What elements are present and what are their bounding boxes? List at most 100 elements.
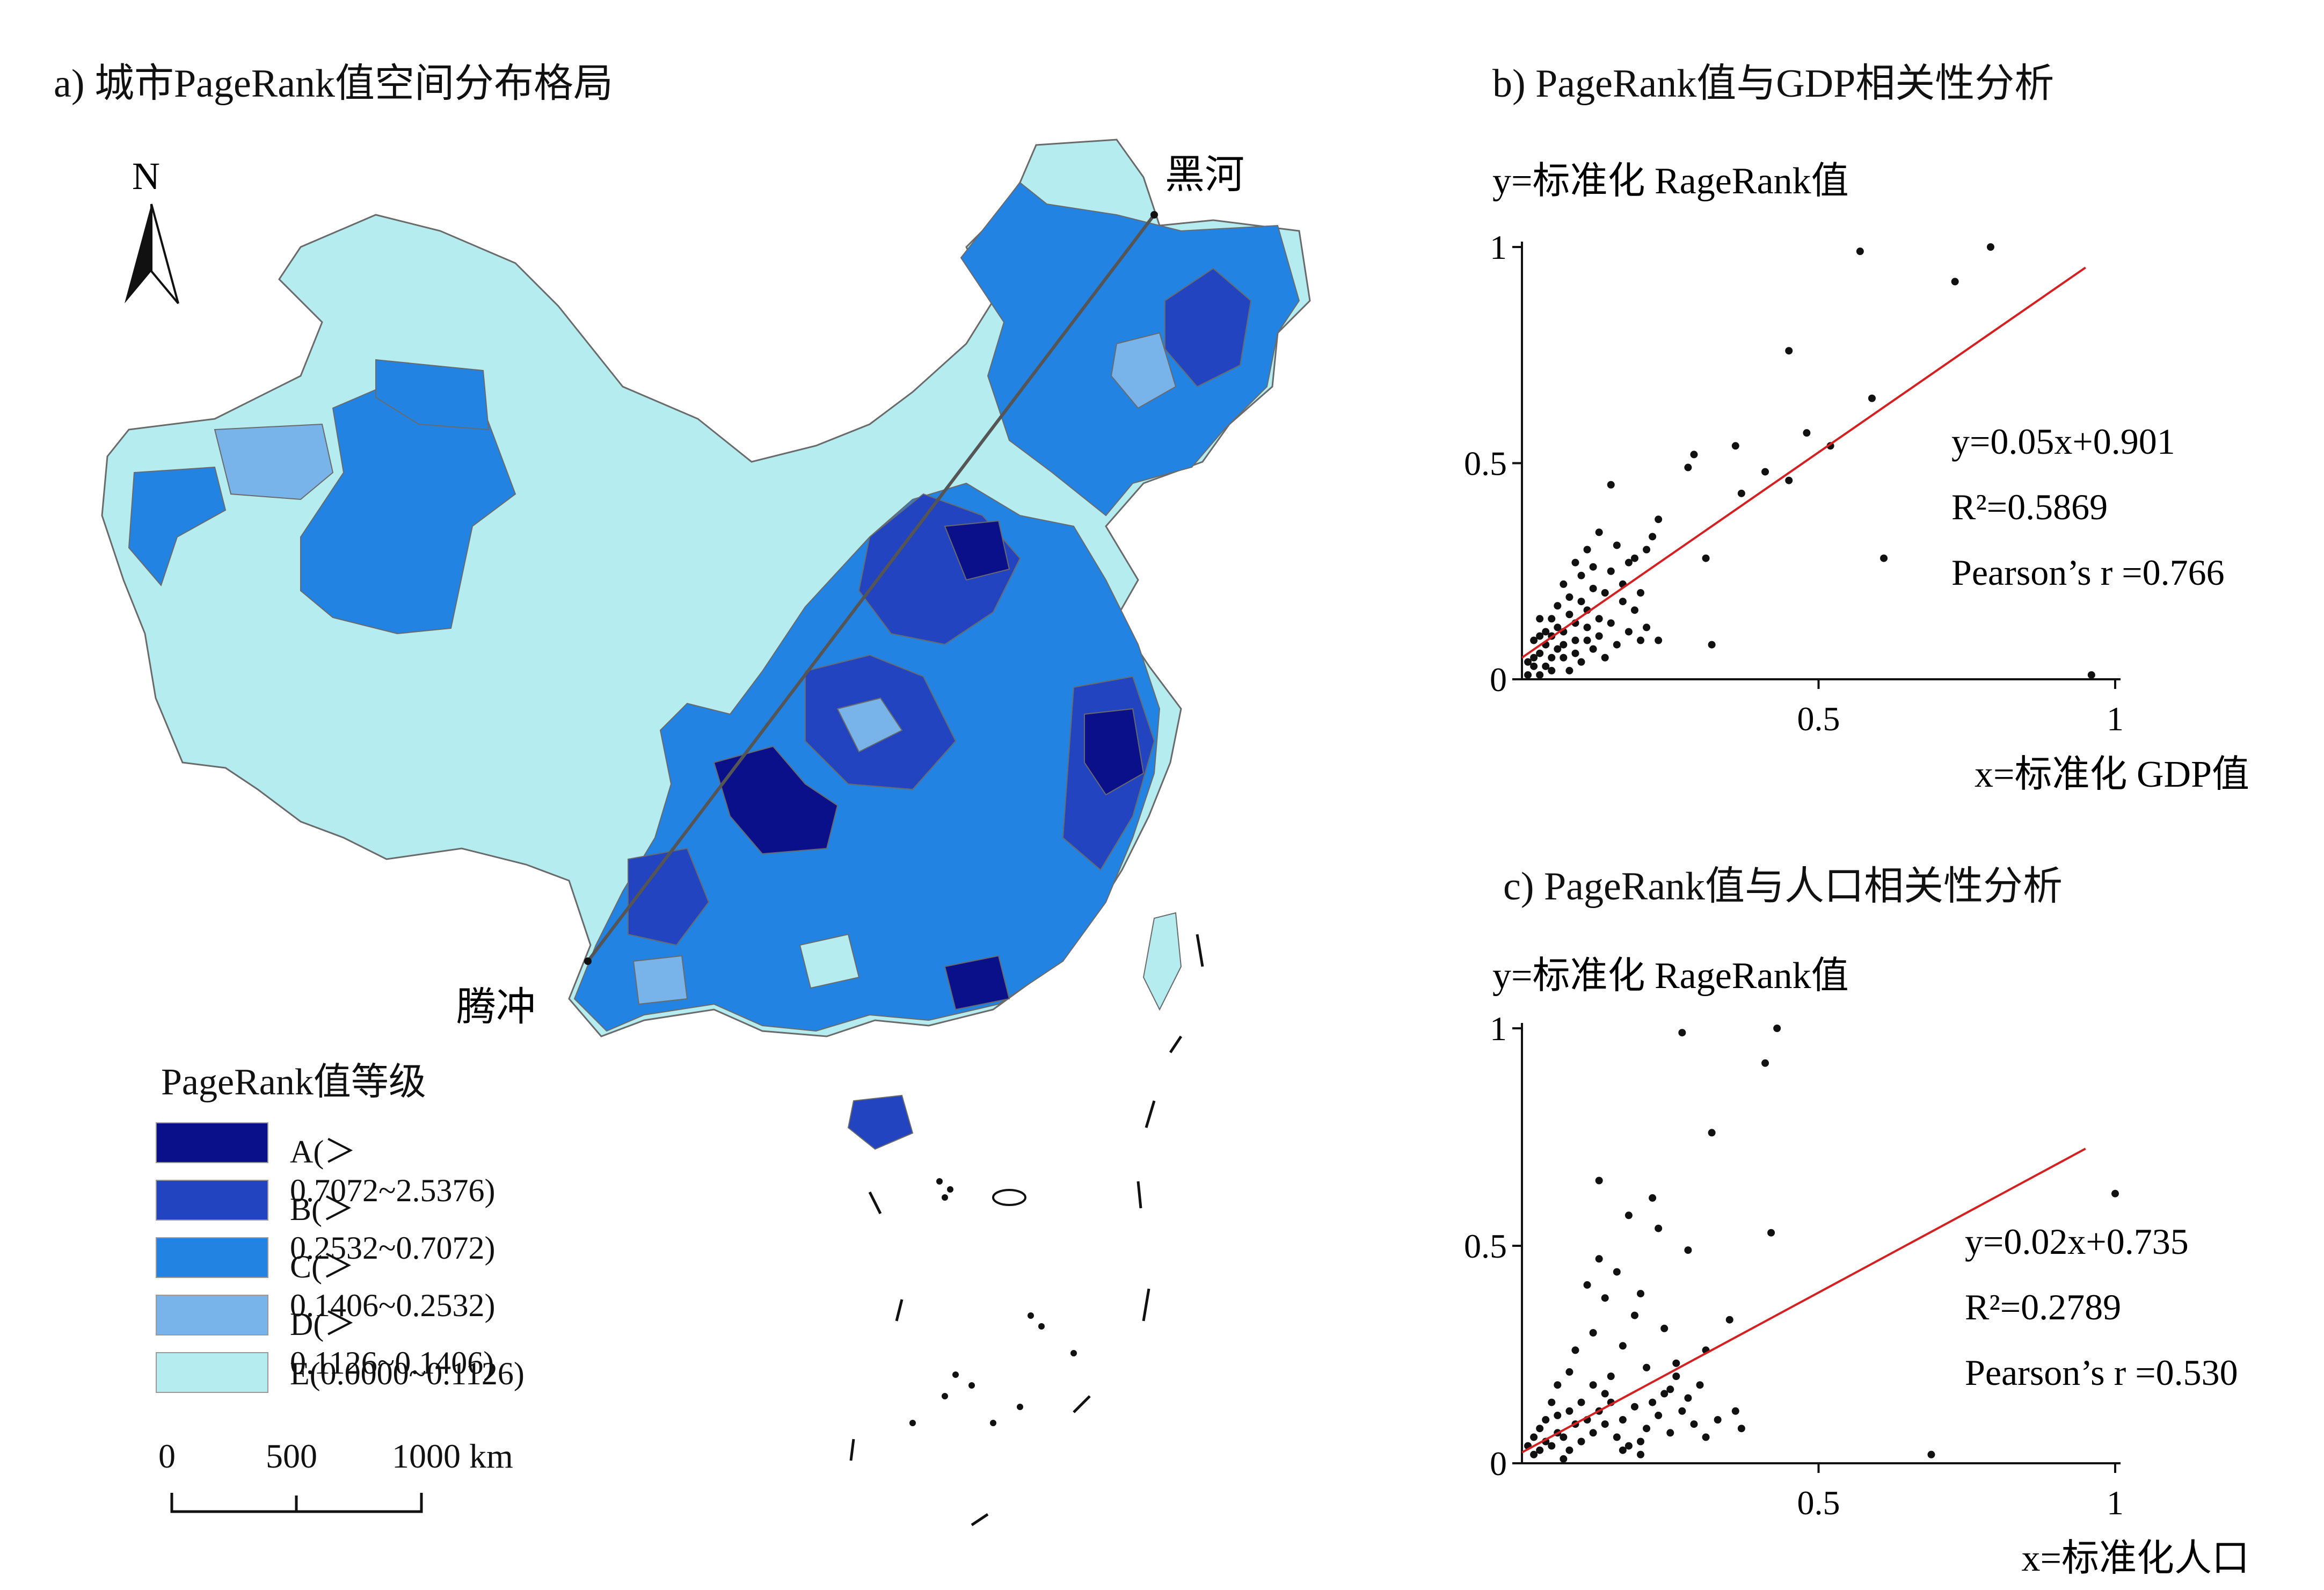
fit-annotation: R²=0.5869: [1951, 487, 2108, 527]
y-tick-label: 0: [1490, 1444, 1507, 1483]
legend-label-d: D(＞0.1126~0.1406): [290, 1306, 494, 1381]
legend-label-c: C(＞0.1406~0.2532): [290, 1249, 496, 1323]
y-axis-label: y=标准化 RageRank值: [1492, 955, 1849, 997]
map-region-d-south: [799, 933, 860, 989]
x-tick-label: 1: [2107, 700, 2124, 738]
scatter-point: [1624, 1442, 1633, 1450]
tengchong-label: 腾冲: [456, 985, 536, 1029]
scatter-point: [1660, 1324, 1669, 1332]
scatter-point: [1560, 580, 1568, 588]
regression-line: [1521, 266, 2086, 659]
scatter-point: [1542, 662, 1550, 670]
south-china-sea-islands: [909, 1178, 1077, 1426]
x-tick-label: 0.5: [1797, 700, 1840, 738]
scatter-point: [1595, 1255, 1603, 1263]
heihe-dot: [1150, 211, 1158, 219]
x-tick-label: 0.5: [1797, 1484, 1840, 1522]
scatter-point: [1607, 619, 1615, 627]
fit-annotation: R²=0.2789: [1965, 1287, 2121, 1327]
map-region-a-yangtze: [1084, 708, 1145, 796]
scatter-point: [1601, 1390, 1609, 1398]
scatter-point: [1613, 541, 1621, 549]
scatter-point: [1554, 602, 1562, 610]
scatter-point: [1548, 615, 1556, 623]
scatter-point: [2111, 1189, 2119, 1197]
scale-label-0: 0: [158, 1437, 176, 1475]
scatter-point: [1542, 628, 1550, 636]
legend-label-a: A(＞0.7072~2.5376): [290, 1134, 496, 1208]
x-axis-label: x=标准化 GDP值: [1975, 754, 2249, 795]
scatter-point: [1649, 533, 1657, 541]
china-pagerank-map: N 黑河 腾冲: [101, 139, 1311, 1527]
scatter-point: [1761, 1059, 1769, 1067]
scatter-point: [1583, 546, 1591, 554]
scatter-point: [1643, 1425, 1651, 1433]
map-region-a-north: [944, 520, 1010, 581]
scatter-point: [1571, 636, 1579, 644]
scatter-point: [1560, 641, 1568, 649]
scatter-point: [1577, 1398, 1585, 1406]
scatter-point: [1702, 554, 1710, 562]
y-tick-label: 1: [1490, 228, 1507, 266]
scatter-point: [1536, 1446, 1544, 1454]
regression-line: [1521, 1148, 2086, 1454]
scatter-point: [1565, 1407, 1573, 1415]
scatter-point: [1565, 611, 1573, 619]
scatter-point: [1548, 1442, 1556, 1450]
scatter-point: [1542, 1416, 1550, 1424]
scale-label-500: 500: [266, 1437, 317, 1475]
scatter-point: [1637, 1290, 1644, 1298]
scatter-point: [1607, 481, 1615, 489]
scatter-point: [1696, 1381, 1704, 1389]
scatter-point: [1571, 649, 1579, 657]
scatter-point: [1666, 1385, 1674, 1393]
scatter-point: [1548, 1398, 1556, 1406]
scatter-point: [1577, 571, 1585, 579]
map-region-d-northeast: [1110, 332, 1177, 409]
scatter-point: [1737, 1425, 1745, 1433]
scatter-point: [1536, 671, 1544, 679]
fit-annotation: y=0.02x+0.735: [1965, 1221, 2189, 1262]
scatter-point: [1554, 1381, 1562, 1389]
x-axis-label: x=标准化人口: [2022, 1538, 2249, 1579]
scatter-point: [1637, 1437, 1644, 1446]
heihe-label: 黑河: [1165, 153, 1244, 197]
scatter-point: [1560, 654, 1568, 662]
scatter-point: [1583, 1281, 1591, 1289]
gdp-chart-title: b) PageRank值与GDP相关性分析: [1492, 62, 2055, 106]
map-region-c-far-west: [128, 466, 227, 586]
map-region-d-west: [214, 423, 334, 500]
scatter-point: [1643, 546, 1651, 554]
scatter-point: [1624, 628, 1633, 636]
scatter-point: [1524, 658, 1532, 666]
map-region-a-pearl: [944, 955, 1010, 1011]
scatter-point: [1714, 1416, 1722, 1424]
scatter-point: [1571, 558, 1579, 567]
scatter-point: [1684, 463, 1692, 471]
scatter-point: [1660, 1390, 1669, 1398]
scatter-point: [1607, 1373, 1615, 1380]
scatter-point: [1731, 442, 1739, 450]
map-region-a-chongqing: [713, 745, 839, 855]
scatter-point: [1672, 1359, 1680, 1367]
scatter-point: [1548, 654, 1556, 662]
map-region-c-west: [300, 375, 516, 635]
fit-annotation: Pearson’s r =0.766: [1951, 552, 2225, 593]
scatter-point: [1951, 278, 1959, 286]
scatter-point: [1595, 632, 1603, 640]
fit-annotation: Pearson’s r =0.530: [1965, 1352, 2238, 1393]
scatter-point: [1856, 248, 1864, 256]
scatter-point: [1577, 598, 1585, 606]
scatter-point: [1702, 1433, 1710, 1441]
scatter-point: [1708, 641, 1716, 649]
scatter-point: [1643, 623, 1651, 631]
legend-title: PageRank值等级: [161, 1062, 426, 1103]
y-tick-label: 0.5: [1464, 1227, 1507, 1265]
scatter-point: [1595, 1177, 1603, 1185]
scatter-point: [1785, 347, 1793, 355]
south-china-sea-boundary: [849, 934, 1204, 1527]
map-panel-title: a) 城市PageRank值空间分布格局: [54, 62, 614, 106]
scatter-point: [1630, 606, 1638, 614]
scatter-point: [1589, 563, 1597, 571]
scatter-point: [1565, 1446, 1573, 1454]
